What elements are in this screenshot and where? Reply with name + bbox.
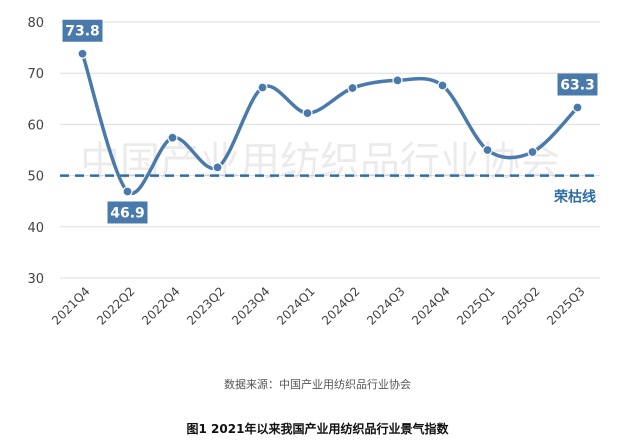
reference-line-label: 荣枯线 — [553, 189, 596, 206]
data-point-2022Q2 — [122, 186, 133, 197]
data-point-2023Q4 — [257, 82, 268, 93]
x-tick-label: 2024Q1 — [274, 284, 318, 328]
data-point-2025Q3 — [572, 102, 583, 113]
x-tick-label: 2024Q4 — [409, 284, 453, 328]
y-tick-label: 60 — [27, 118, 44, 133]
data-label-2025Q3: 63.3 — [557, 73, 598, 96]
data-point-2024Q2 — [347, 82, 358, 94]
data-point-2023Q2 — [212, 162, 223, 173]
y-tick-label: 50 — [27, 170, 44, 185]
data-label-2022Q2: 46.9 — [107, 201, 148, 224]
watermark: 中国产业用纺织品行业协会 — [80, 139, 560, 185]
x-tick-label: 2022Q4 — [139, 284, 183, 328]
data-point-2024Q4 — [437, 80, 448, 91]
x-tick-label: 2024Q2 — [319, 284, 363, 328]
figure-caption: 图1 2021年以来我国产业用纺织品行业景气指数 — [186, 422, 449, 436]
y-tick-label: 70 — [27, 67, 44, 82]
x-tick-label: 2021Q4 — [49, 284, 93, 328]
data-label-box — [107, 201, 148, 224]
data-label-box — [62, 19, 103, 42]
data-point-2024Q1 — [302, 108, 313, 119]
y-tick-label: 30 — [27, 272, 44, 287]
x-tick-label: 2023Q2 — [184, 284, 228, 328]
data-label-text: 46.9 — [110, 205, 145, 221]
data-point-2025Q2 — [527, 146, 538, 158]
data-point-2025Q1 — [482, 144, 493, 156]
y-tick-label: 80 — [27, 16, 44, 31]
data-labels: 73.8 46.9 63.3 — [62, 19, 598, 224]
data-point-2022Q4 — [167, 132, 178, 143]
x-tick-label: 2023Q4 — [229, 284, 273, 328]
data-label-text: 73.8 — [65, 24, 100, 40]
x-tick-label: 2025Q2 — [499, 284, 543, 328]
chart: 30 40 50 60 70 80 中国产业用纺织品行业协会 荣枯线 73.8 46.9 63… — [27, 16, 600, 328]
source-note: 数据来源：中国产业用纺织品行业协会 — [224, 378, 411, 391]
x-tick-label: 2022Q2 — [94, 284, 138, 328]
data-point-2021Q4 — [77, 48, 88, 59]
y-tick-label: 40 — [27, 221, 44, 236]
x-tick-label: 2024Q3 — [364, 284, 408, 328]
x-axis-ticks: 2021Q4 2022Q2 2022Q4 2023Q2 2023Q4 2024Q1 2024… — [49, 284, 588, 328]
x-tick-label: 2025Q3 — [544, 284, 588, 328]
data-label-2021Q4: 73.8 — [62, 19, 103, 42]
data-point-2024Q3 — [392, 75, 403, 86]
data-label-box — [557, 73, 598, 96]
data-label-text: 63.3 — [560, 78, 595, 94]
x-tick-label: 2025Q1 — [454, 284, 498, 328]
y-axis-ticks: 30 40 50 60 70 80 — [27, 16, 44, 287]
data-points — [77, 48, 583, 197]
